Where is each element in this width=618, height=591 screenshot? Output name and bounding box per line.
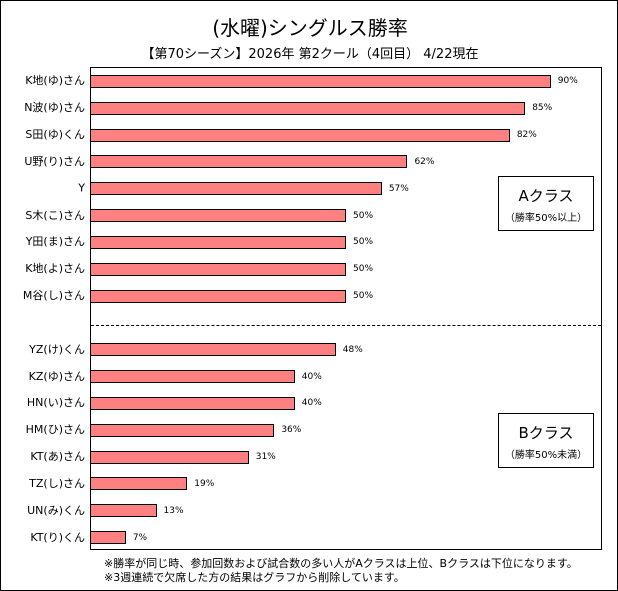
legend-a-title: Aクラス [518, 187, 574, 205]
category-label: UN(み)くん [27, 503, 85, 517]
category-label: HN(い)さん [26, 396, 85, 410]
value-label: 50% [353, 237, 374, 248]
bar [90, 343, 336, 357]
bar [90, 101, 526, 115]
category-label: Y [78, 181, 85, 195]
bar [90, 423, 275, 437]
bar [90, 128, 510, 142]
legend-b-class: Bクラス （勝率50%未満） [498, 413, 594, 468]
chart-subtitle: 【第70シーズン】2026年 第2クール（4回目） 4/22現在 [141, 47, 479, 62]
bar [90, 209, 346, 223]
category-label: KT(り)くん [30, 530, 85, 544]
value-label: 62% [414, 156, 435, 167]
category-label: S木(こ)さん [25, 208, 85, 222]
category-label: TZ(し)さん [29, 476, 85, 490]
bar [90, 289, 346, 303]
value-label: 50% [353, 264, 374, 275]
footnote: ※3週連続で欠席した方の結果はグラフから削除しています。 [104, 571, 405, 584]
value-label: 50% [353, 291, 374, 302]
bar [90, 477, 188, 491]
value-label: 7% [132, 532, 148, 543]
bar [90, 396, 295, 410]
value-label: 13% [163, 505, 184, 516]
category-label: U野(り)さん [24, 154, 85, 168]
legend-a-sub: （勝率50%以上） [504, 213, 588, 224]
bar [90, 531, 126, 545]
value-label: 48% [342, 344, 363, 355]
category-label: KT(あ)さん [30, 450, 85, 464]
legend-a-class: Aクラス （勝率50%以上） [498, 176, 594, 231]
bar [90, 74, 551, 88]
value-label: 40% [301, 398, 322, 409]
bar [90, 155, 408, 169]
value-label: 19% [194, 478, 215, 489]
value-label: 57% [388, 183, 409, 194]
category-label: HM(ひ)さん [25, 423, 85, 437]
category-label: K地(よ)さん [25, 262, 85, 276]
footnotes: ※勝率が同じ時、参加回数および試合数の多い人がAクラスは上位、Bクラスは下位にな… [104, 557, 578, 585]
bar [90, 182, 382, 196]
bar [90, 370, 295, 384]
bar [90, 504, 157, 518]
value-label: 31% [255, 452, 276, 463]
value-label: 90% [557, 76, 578, 87]
value-label: 82% [516, 130, 537, 141]
bar [90, 450, 249, 464]
legend-b-sub: （勝率50%未満） [504, 450, 588, 461]
legend-b-title: Bクラス [518, 424, 574, 442]
category-label: KZ(ゆ)さん [28, 369, 85, 383]
value-label: 50% [353, 210, 374, 221]
chart-title: (水曜)シングルス勝率 [212, 16, 408, 40]
value-label: 40% [301, 371, 322, 382]
footnote: ※勝率が同じ時、参加回数および試合数の多い人がAクラスは上位、Bクラスは下位にな… [104, 557, 578, 570]
bar [90, 262, 346, 276]
category-label: N波(ゆ)さん [24, 101, 85, 115]
category-label: YZ(け)くん [29, 342, 85, 356]
category-label: M谷(し)さん [22, 289, 85, 303]
bar [90, 235, 346, 249]
value-label: 36% [281, 425, 302, 436]
value-label: 85% [532, 103, 553, 114]
category-label: K地(ゆ)さん [25, 74, 85, 88]
category-label: Y田(ま)さん [25, 235, 85, 249]
plot-area: Aクラス （勝率50%以上） Bクラス （勝率50%未満） 90% 85% 82% 6… [90, 67, 602, 550]
category-label: S田(ゆ)くん [25, 128, 85, 142]
class-divider [91, 325, 601, 326]
